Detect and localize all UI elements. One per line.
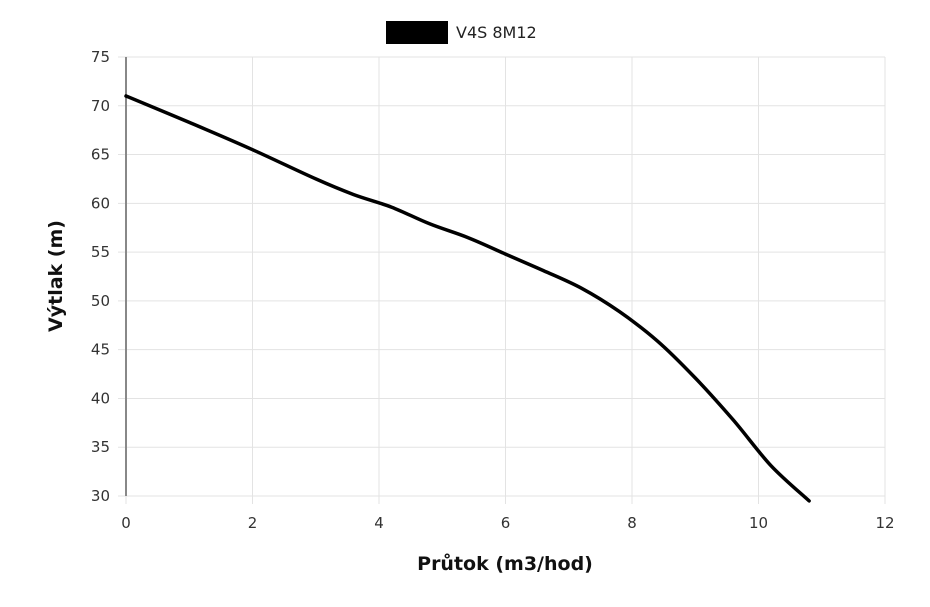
y-tick-label: 40 <box>91 389 110 407</box>
y-tick-label: 75 <box>91 48 110 66</box>
y-tick-label: 30 <box>91 487 110 505</box>
series-line <box>124 94 811 503</box>
legend-label: V4S 8M12 <box>456 23 537 42</box>
x-tick-label: 4 <box>374 514 384 532</box>
y-tick-label: 70 <box>91 97 110 115</box>
x-tick-label: 6 <box>501 514 511 532</box>
legend[interactable]: V4S 8M12 <box>386 21 537 44</box>
y-axis-title: Výtlak (m) <box>45 220 67 332</box>
y-tick-label: 50 <box>91 292 110 310</box>
legend-swatch <box>386 21 448 44</box>
y-tick-label: 35 <box>91 438 110 456</box>
y-tick-label: 60 <box>91 194 110 212</box>
x-tick-label: 2 <box>248 514 258 532</box>
x-tick-label: 12 <box>875 514 894 532</box>
y-tick-label: 55 <box>91 243 110 261</box>
x-axis: 0 2 4 6 8 10 12 <box>121 514 894 532</box>
y-axis: 30 35 40 45 50 55 60 65 70 75 <box>91 48 110 505</box>
y-tick-label: 45 <box>91 341 110 359</box>
x-tick-label: 8 <box>627 514 637 532</box>
y-tick-label: 65 <box>91 146 110 164</box>
grid <box>118 56 886 504</box>
x-tick-label: 10 <box>749 514 768 532</box>
x-axis-title: Průtok (m3/hod) <box>417 552 593 575</box>
x-tick-label: 0 <box>121 514 131 532</box>
